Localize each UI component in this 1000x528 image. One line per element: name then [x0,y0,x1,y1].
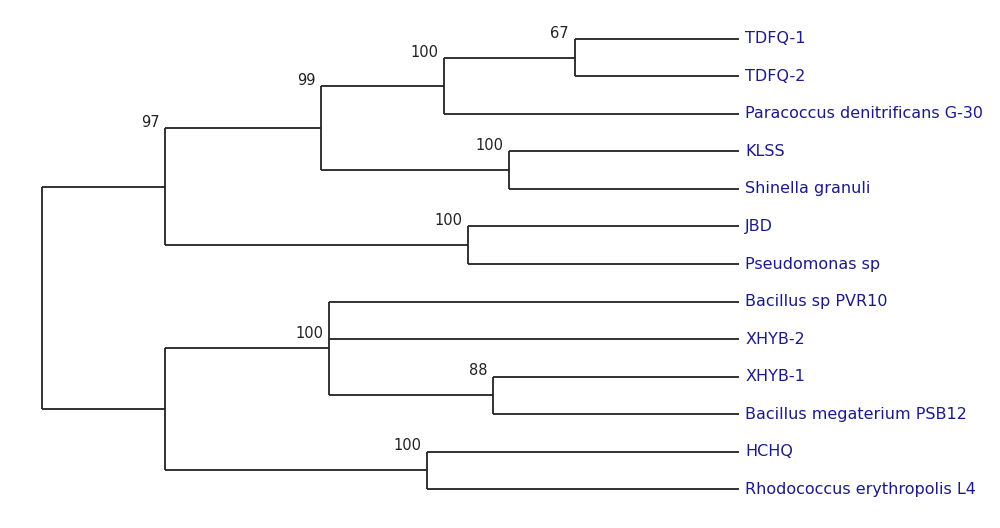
Text: 100: 100 [410,44,438,60]
Text: XHYB-1: XHYB-1 [745,369,805,384]
Text: 100: 100 [476,138,504,153]
Text: XHYB-2: XHYB-2 [745,332,805,346]
Text: 97: 97 [141,115,159,130]
Text: HCHQ: HCHQ [745,444,793,459]
Text: JBD: JBD [745,219,773,234]
Text: 100: 100 [394,438,422,454]
Text: 100: 100 [295,326,323,341]
Text: 67: 67 [550,26,569,41]
Text: Pseudomonas sp: Pseudomonas sp [745,257,880,271]
Text: 100: 100 [435,213,463,228]
Text: TDFQ-1: TDFQ-1 [745,31,806,46]
Text: 99: 99 [297,73,315,88]
Text: Bacillus megaterium PSB12: Bacillus megaterium PSB12 [745,407,967,421]
Text: Paracoccus denitrificans G-30: Paracoccus denitrificans G-30 [745,107,983,121]
Text: 88: 88 [469,363,487,379]
Text: Bacillus sp PVR10: Bacillus sp PVR10 [745,294,888,309]
Text: KLSS: KLSS [745,144,785,159]
Text: Shinella granuli: Shinella granuli [745,182,871,196]
Text: Rhodococcus erythropolis L4: Rhodococcus erythropolis L4 [745,482,976,497]
Text: TDFQ-2: TDFQ-2 [745,69,806,84]
